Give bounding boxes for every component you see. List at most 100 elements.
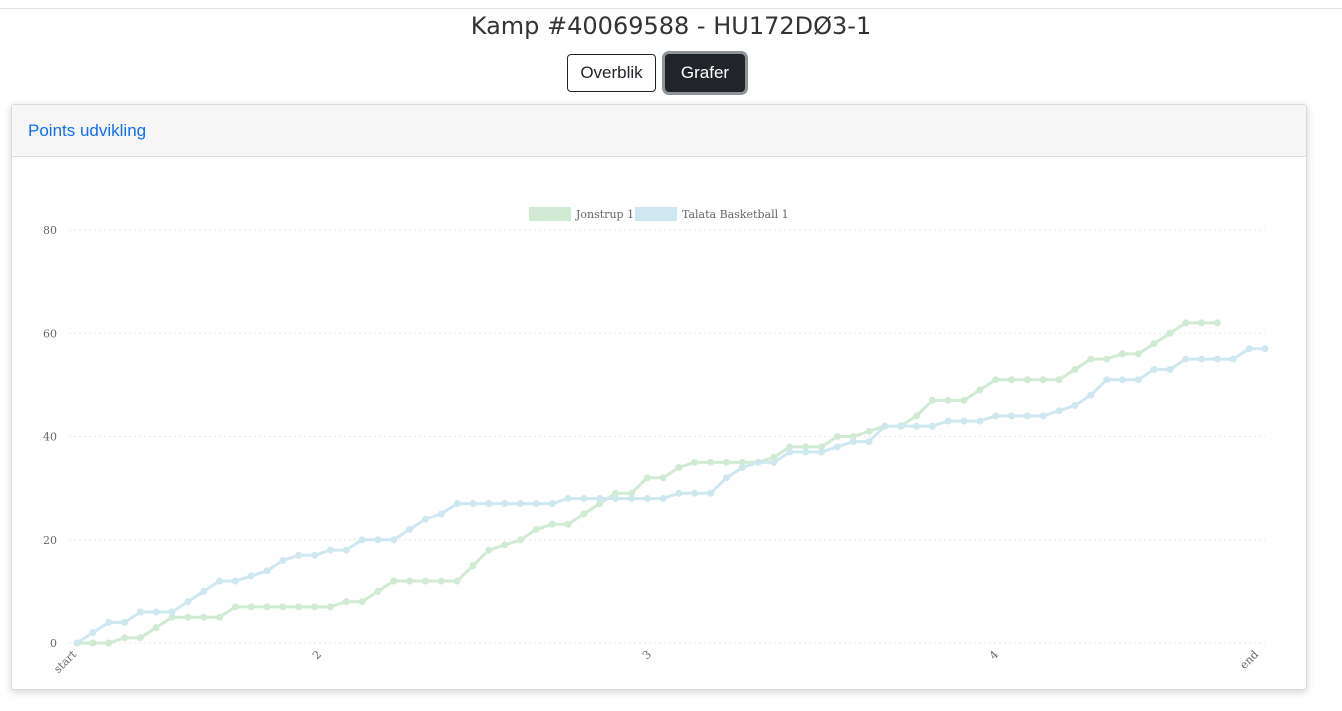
data-point — [548, 500, 556, 508]
data-point — [517, 500, 525, 508]
data-point — [944, 417, 952, 425]
data-point — [976, 417, 984, 425]
data-point — [897, 422, 905, 430]
data-point — [1245, 345, 1253, 353]
data-point — [1055, 376, 1063, 384]
data-point — [406, 525, 414, 533]
data-point — [263, 603, 271, 611]
data-point — [1213, 355, 1221, 363]
graphs-button[interactable]: Grafer — [665, 54, 745, 92]
data-point — [501, 500, 509, 508]
data-point — [960, 417, 968, 425]
data-point — [802, 443, 810, 451]
data-point — [865, 427, 873, 435]
data-point — [1118, 376, 1126, 384]
data-point — [406, 577, 414, 585]
data-point — [279, 603, 287, 611]
data-point — [833, 433, 841, 440]
data-point — [564, 494, 572, 502]
data-point — [184, 598, 192, 606]
data-point — [738, 463, 746, 471]
data-point — [1182, 355, 1190, 363]
data-point — [469, 562, 477, 570]
data-point — [311, 551, 319, 559]
x-tick-label: end — [1237, 648, 1261, 672]
data-point — [295, 551, 303, 559]
data-point — [231, 603, 239, 611]
data-point — [928, 422, 936, 430]
data-point — [532, 525, 540, 533]
data-point — [485, 546, 493, 554]
data-point — [105, 639, 113, 647]
data-point — [691, 489, 699, 497]
data-point — [136, 608, 144, 616]
legend-swatch-2 — [635, 207, 677, 221]
data-point — [1198, 355, 1206, 363]
data-point — [1118, 350, 1126, 358]
y-tick-label: 40 — [43, 431, 57, 444]
data-point — [121, 634, 129, 642]
data-point — [992, 376, 1000, 384]
data-point — [1039, 376, 1047, 384]
x-tick-label: 2 — [310, 648, 324, 662]
data-point — [1198, 319, 1206, 327]
data-point — [152, 608, 160, 616]
data-point — [200, 613, 208, 621]
data-point — [485, 500, 493, 508]
data-point — [437, 510, 445, 518]
data-point — [1055, 407, 1063, 415]
data-point — [802, 448, 810, 456]
data-point — [501, 541, 509, 549]
data-point — [469, 500, 477, 508]
data-point — [596, 500, 604, 508]
data-point — [928, 396, 936, 404]
data-point — [374, 587, 382, 595]
data-point — [1182, 319, 1190, 327]
data-point — [612, 489, 620, 497]
data-point — [596, 494, 604, 502]
data-point — [976, 386, 984, 394]
data-point — [311, 603, 319, 611]
card-title[interactable]: Points udvikling — [28, 121, 147, 140]
data-point — [358, 536, 366, 544]
data-point — [390, 577, 398, 585]
data-point — [105, 618, 113, 626]
data-point — [722, 474, 730, 482]
overview-button[interactable]: Overblik — [567, 54, 656, 92]
data-point — [358, 598, 366, 606]
data-point — [342, 598, 350, 606]
data-point — [612, 494, 620, 502]
top-divider — [0, 8, 1342, 9]
data-point — [992, 412, 1000, 420]
legend-label-2: Talata Basketball 1 — [682, 208, 789, 221]
data-point — [738, 458, 746, 466]
data-point — [247, 603, 255, 611]
data-point — [770, 458, 778, 466]
x-tick-label: 3 — [640, 648, 654, 662]
data-point — [326, 546, 334, 554]
data-point — [342, 546, 350, 554]
data-point — [374, 536, 382, 544]
data-point — [1087, 391, 1095, 399]
data-point — [580, 510, 588, 518]
data-point — [1103, 376, 1111, 384]
data-point — [1023, 412, 1031, 420]
data-point — [73, 639, 81, 647]
data-point — [881, 422, 889, 430]
data-point — [216, 613, 224, 621]
data-point — [659, 494, 667, 502]
data-point — [168, 608, 176, 616]
data-point — [849, 438, 857, 446]
data-point — [1166, 329, 1174, 337]
data-point — [691, 458, 699, 466]
data-point — [722, 458, 730, 466]
data-point — [707, 489, 715, 497]
points-card: Points udvikling 80 60 40 20 0 start 2 3 4 end Jon… — [11, 104, 1307, 690]
data-point — [786, 448, 794, 456]
data-point — [200, 587, 208, 595]
data-point — [754, 458, 762, 466]
data-point — [168, 613, 176, 621]
data-point — [184, 613, 192, 621]
data-point — [1071, 365, 1079, 373]
data-point — [279, 556, 287, 564]
